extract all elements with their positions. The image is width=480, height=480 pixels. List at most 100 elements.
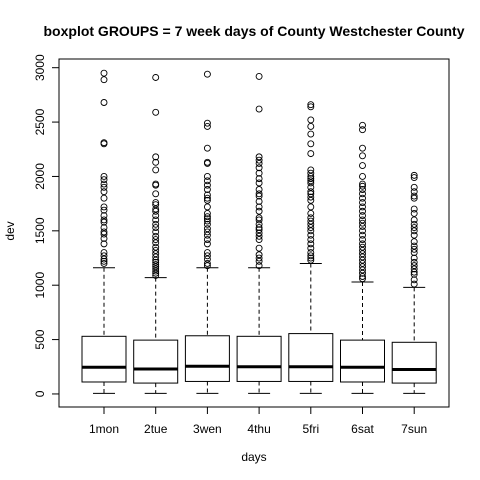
outlier-point	[410, 249, 418, 257]
outlier-point	[203, 240, 211, 248]
outlier-point	[410, 265, 418, 273]
outlier-point	[152, 232, 160, 240]
outlier-point	[203, 220, 211, 228]
outlier-point	[410, 268, 418, 276]
outlier-point	[152, 212, 160, 220]
outlier-point	[359, 256, 366, 264]
box-iqr	[391, 341, 437, 384]
outlier-point	[410, 280, 418, 288]
outlier-point	[307, 236, 315, 243]
outlier-point	[307, 172, 315, 180]
outlier-point	[152, 74, 160, 81]
outlier-point	[410, 254, 418, 262]
outlier-point	[255, 203, 263, 211]
outlier-point	[307, 175, 315, 183]
outlier-point	[203, 122, 211, 130]
outlier-point	[359, 246, 366, 254]
outlier-point	[152, 258, 160, 266]
outlier-point	[410, 276, 418, 284]
outlier-point	[152, 224, 160, 232]
outlier-point	[100, 228, 108, 236]
outlier-point	[100, 176, 108, 184]
x-tick-label: 5fri	[302, 422, 319, 436]
outlier-point	[152, 261, 160, 268]
x-tick-label: 6sat	[351, 422, 374, 436]
outlier-point	[255, 244, 263, 252]
outlier-point	[152, 220, 160, 228]
outlier-point	[410, 174, 418, 181]
outlier-point	[203, 260, 211, 267]
outlier-point	[203, 194, 211, 202]
outlier-point	[100, 194, 108, 202]
outlier-point	[100, 203, 108, 211]
outlier-point	[100, 99, 108, 106]
x-tick-label: 2tue	[144, 422, 168, 436]
outlier-point	[307, 122, 315, 130]
y-tick-label: 500	[33, 329, 47, 349]
outlier-point	[410, 209, 418, 217]
outlier-point	[255, 224, 263, 232]
outlier-point	[152, 236, 160, 243]
outlier-point	[203, 144, 211, 152]
outlier-point	[100, 218, 108, 226]
y-tick-label: 1500	[33, 217, 47, 244]
outlier-point	[359, 172, 366, 180]
outlier-point	[152, 201, 160, 209]
outlier-point	[359, 162, 366, 170]
box-iqr	[133, 339, 179, 384]
outlier-point	[410, 231, 418, 239]
outlier-point	[203, 203, 211, 211]
outlier-point	[307, 183, 315, 191]
outlier-point	[152, 228, 160, 236]
outlier-point	[359, 223, 366, 230]
y-tick-label: 1000	[33, 272, 47, 299]
outlier-point	[410, 188, 418, 196]
outlier-point	[152, 181, 160, 189]
outlier-point	[307, 256, 315, 264]
outlier-point	[255, 198, 263, 205]
outlier-point	[152, 250, 160, 258]
outlier-point	[307, 150, 315, 158]
outlier-point	[307, 252, 315, 260]
outlier-point	[203, 249, 211, 257]
outlier-point	[203, 186, 211, 193]
outlier-point	[255, 226, 263, 234]
outlier-point	[410, 205, 418, 213]
x-axis-label: days	[241, 450, 266, 464]
outlier-point	[359, 126, 366, 134]
outlier-point	[203, 231, 211, 239]
outlier-point	[255, 164, 263, 172]
outlier-point	[307, 169, 315, 177]
outlier-point	[152, 158, 160, 166]
outlier-point	[307, 130, 315, 138]
box-iqr	[236, 335, 282, 382]
box-iqr	[184, 335, 230, 382]
outlier-point	[307, 209, 315, 217]
outlier-point	[255, 207, 263, 215]
outlier-point	[203, 191, 211, 199]
outlier-point	[410, 270, 418, 278]
outlier-point	[359, 266, 366, 274]
outlier-point	[255, 175, 263, 183]
outlier-point	[100, 183, 108, 191]
outlier-point	[307, 103, 315, 111]
outlier-point	[100, 76, 108, 84]
plot-area: 0 500 1000 1500 2000 2500 3000 1mon 2tue 3wen 4thu…	[33, 54, 437, 436]
outlier-point	[100, 240, 108, 248]
outlier-point	[359, 236, 366, 243]
outlier-point	[359, 227, 366, 235]
outlier-point	[410, 227, 418, 235]
x-tick-label: 7sun	[401, 422, 427, 436]
x-tick-label: 3wen	[193, 422, 222, 436]
outlier-point	[203, 70, 211, 78]
outlier-point	[307, 193, 315, 201]
outlier-point	[100, 180, 108, 188]
outlier-point	[410, 194, 418, 202]
y-tick-label: 0	[33, 390, 47, 397]
outlier-point	[359, 199, 366, 207]
outlier-point	[307, 101, 315, 109]
outlier-point	[100, 255, 108, 263]
outlier-point	[152, 239, 160, 247]
outlier-point	[203, 213, 211, 221]
outlier-point	[152, 265, 160, 273]
